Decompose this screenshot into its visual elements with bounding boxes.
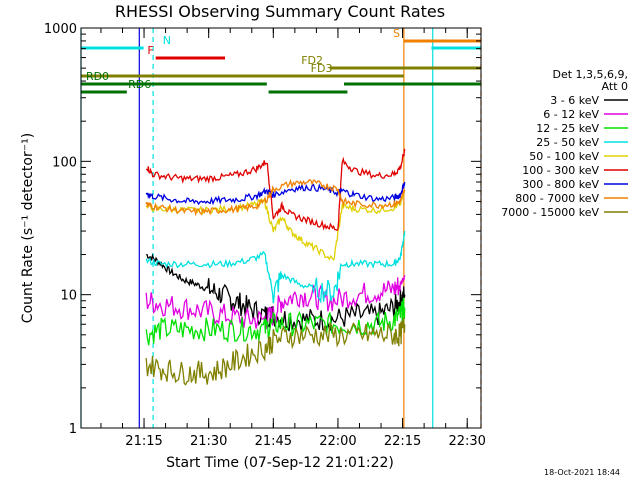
series-line-5	[145, 148, 406, 232]
y-tick-label-0: 1	[69, 422, 77, 437]
flag-label-rd6: RD6	[128, 78, 151, 91]
series-lines	[145, 148, 406, 386]
legend-header-0: Det 1,3,5,6,9,	[552, 68, 628, 81]
legend-label-5: 100 - 300 keV	[522, 164, 599, 177]
x-tick-label-1: 21:30	[190, 434, 227, 449]
legend-label-7: 800 - 7000 keV	[515, 192, 599, 205]
series-line-7	[145, 178, 406, 217]
chart-title: RHESSI Observing Summary Count Rates	[115, 2, 445, 21]
flag-label-rd0: RD0	[86, 70, 109, 83]
legend-label-0: 3 - 6 keV	[550, 94, 599, 107]
series-line-1	[145, 275, 406, 330]
y-axis-label: Count Rate (s⁻¹ detector⁻¹)	[20, 133, 36, 323]
plot-axes: 1 10 100 1000 21:15 21:30 21:45 22:00 22:15 22:30	[44, 22, 486, 449]
x-tick-label-5: 22:30	[448, 434, 485, 449]
legend-label-2: 12 - 25 keV	[536, 122, 599, 135]
series-line-4	[145, 190, 406, 262]
x-tick-label-0: 21:15	[125, 434, 162, 449]
legend-label-4: 50 - 100 keV	[529, 150, 599, 163]
footer-date: 18-Oct-2021 18:44	[544, 468, 620, 477]
legend-label-6: 300 - 800 keV	[522, 178, 599, 191]
legend-header-1: Att 0	[602, 80, 628, 93]
legend-label-8: 7000 - 15000 keV	[501, 206, 599, 219]
flag-label-fd3: FD3	[311, 62, 333, 75]
x-tick-label-4: 22:15	[384, 434, 421, 449]
x-axis-label: Start Time (07-Sep-12 21:01:22)	[166, 455, 394, 471]
x-tick-label-3: 22:00	[319, 434, 356, 449]
y-tick-label-1: 10	[60, 289, 77, 304]
plot-frame	[80, 27, 482, 429]
y-tick-label-2: 100	[52, 155, 77, 170]
series-line-6	[145, 181, 406, 206]
legend-label-3: 25 - 50 keV	[536, 136, 599, 149]
flag-label-n: N	[163, 34, 171, 47]
flag-label-f: F	[147, 44, 153, 57]
flag-label-fd2: FD2	[301, 54, 323, 67]
series-line-8	[145, 317, 406, 386]
series-line-3	[145, 231, 406, 304]
flag-label-s: S	[393, 27, 400, 40]
y-tick-label-3: 1000	[44, 22, 77, 37]
x-tick-label-2: 21:45	[255, 434, 292, 449]
legend-label-1: 6 - 12 keV	[543, 108, 599, 121]
series-line-2	[145, 297, 406, 346]
